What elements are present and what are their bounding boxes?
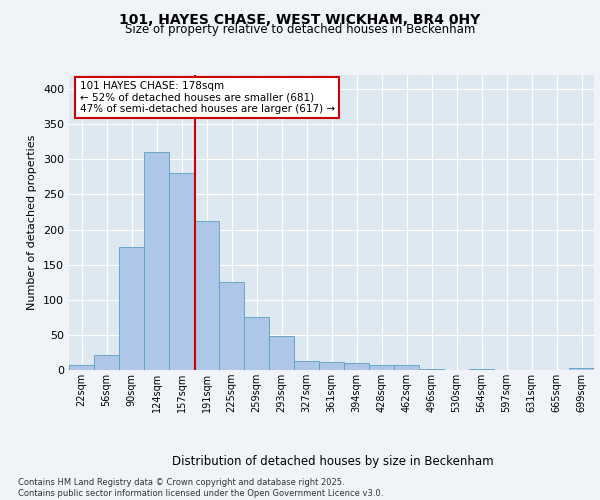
Text: 101, HAYES CHASE, WEST WICKHAM, BR4 0HY: 101, HAYES CHASE, WEST WICKHAM, BR4 0HY — [119, 12, 481, 26]
Text: 101 HAYES CHASE: 178sqm
← 52% of detached houses are smaller (681)
47% of semi-d: 101 HAYES CHASE: 178sqm ← 52% of detache… — [79, 81, 335, 114]
Text: Size of property relative to detached houses in Beckenham: Size of property relative to detached ho… — [125, 22, 475, 36]
Bar — [169, 174, 194, 370]
Bar — [419, 368, 444, 370]
Bar — [269, 336, 294, 370]
Bar — [394, 365, 419, 370]
Bar — [344, 363, 369, 370]
Bar — [294, 361, 319, 370]
Bar — [569, 368, 594, 370]
Y-axis label: Number of detached properties: Number of detached properties — [28, 135, 37, 310]
Bar — [319, 362, 344, 370]
Bar — [94, 355, 119, 370]
Text: Distribution of detached houses by size in Beckenham: Distribution of detached houses by size … — [172, 454, 494, 468]
Bar — [144, 152, 169, 370]
Bar — [219, 282, 244, 370]
Text: Contains HM Land Registry data © Crown copyright and database right 2025.
Contai: Contains HM Land Registry data © Crown c… — [18, 478, 383, 498]
Bar — [369, 365, 394, 370]
Bar — [244, 318, 269, 370]
Bar — [119, 247, 144, 370]
Bar — [194, 221, 219, 370]
Bar — [69, 365, 94, 370]
